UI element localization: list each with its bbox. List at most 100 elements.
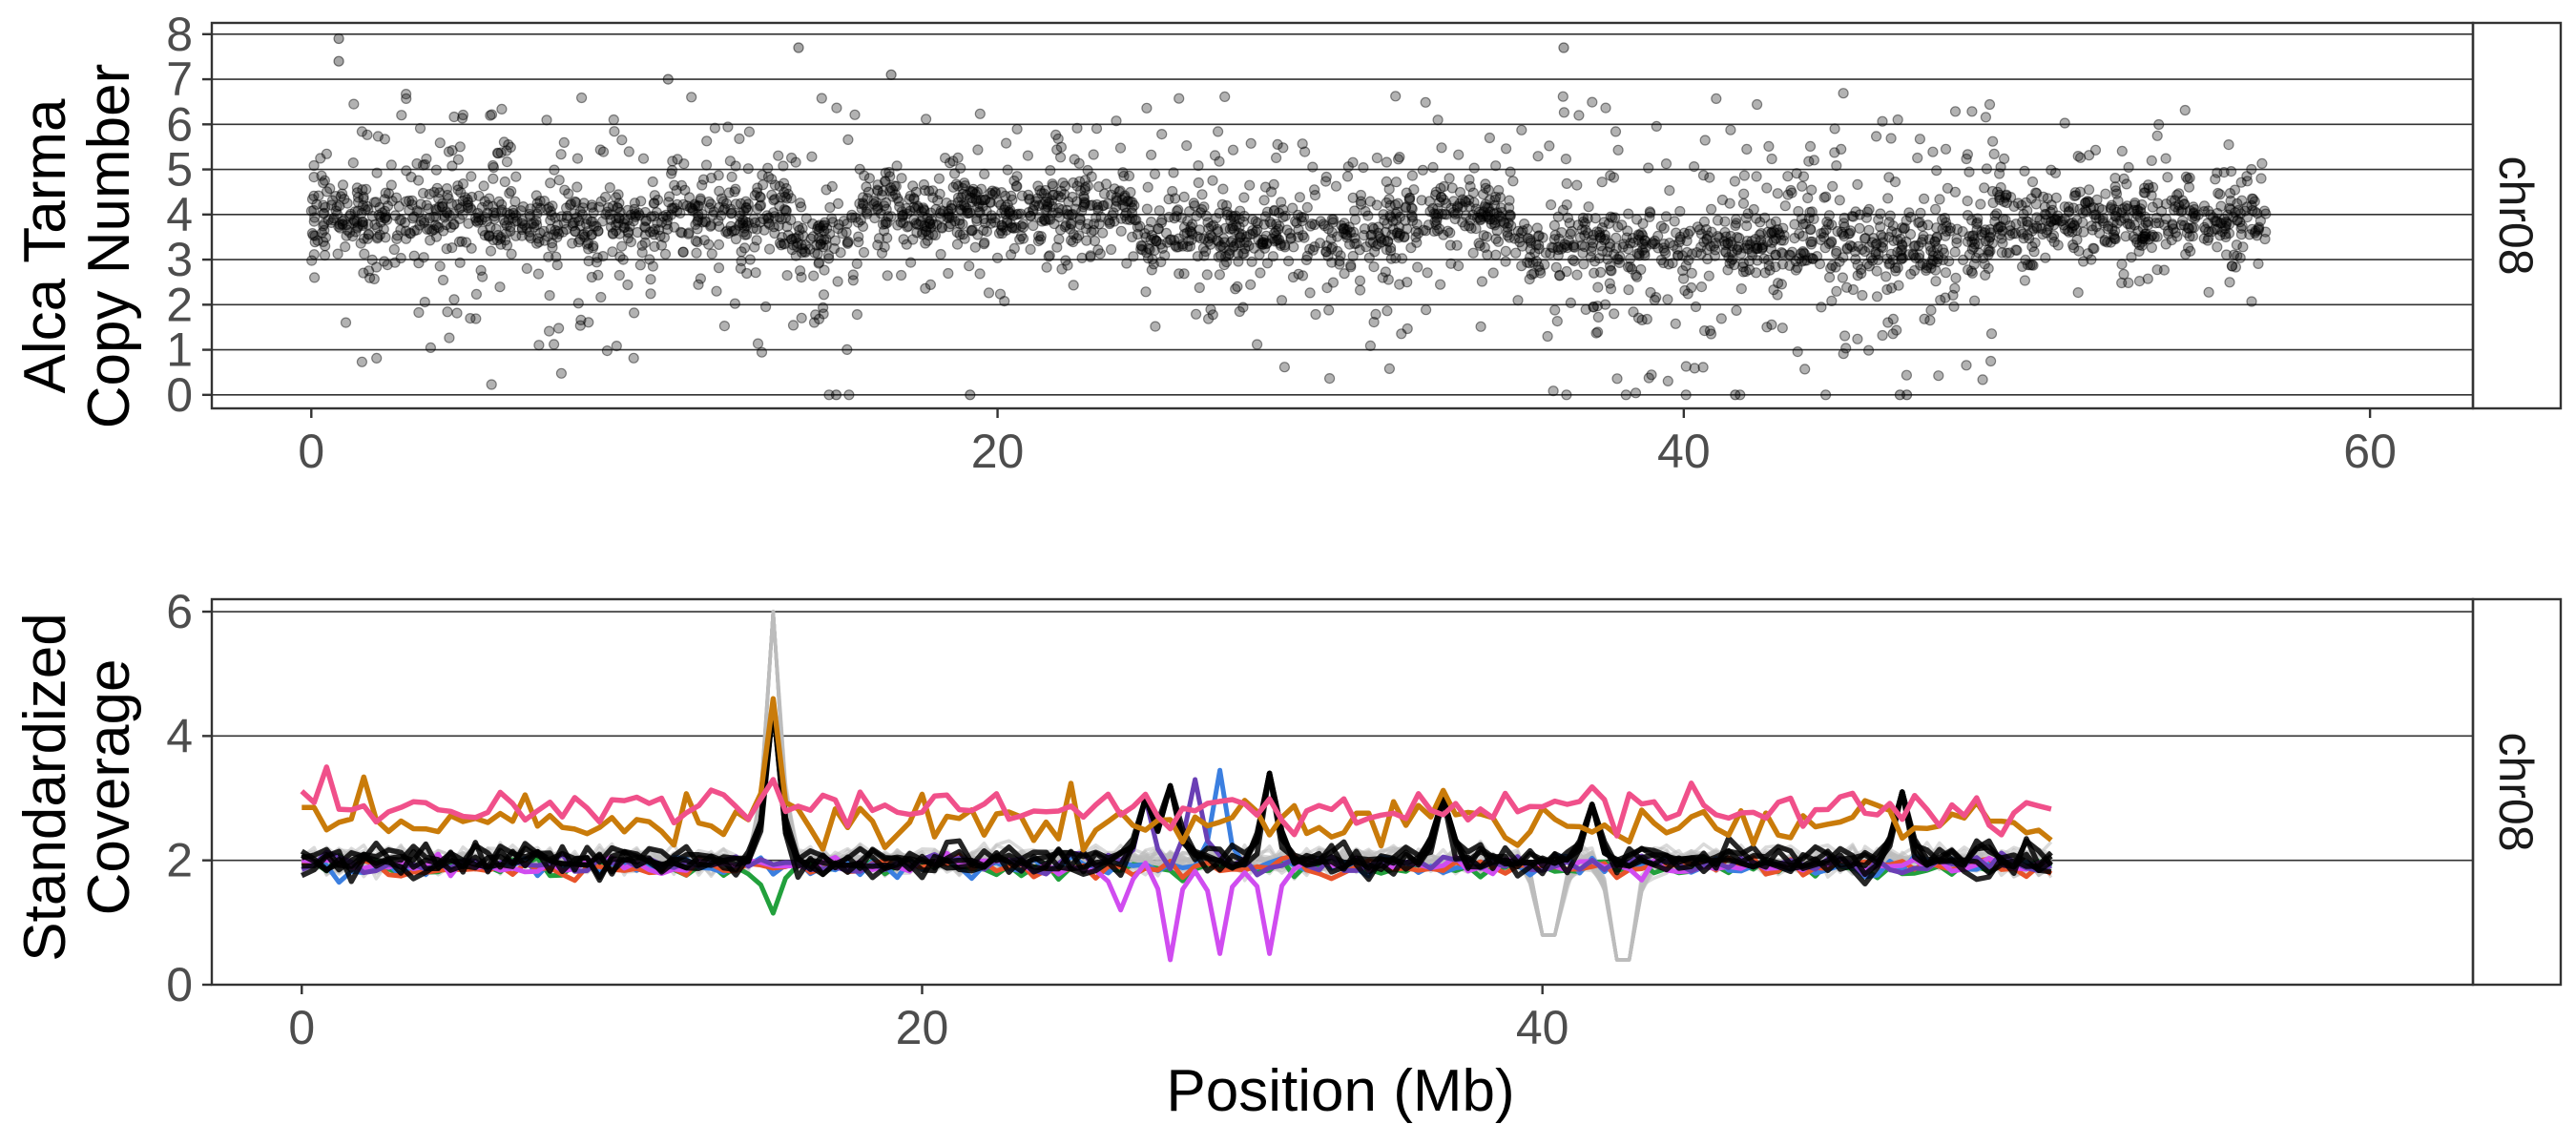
copy-number-point bbox=[1590, 327, 1602, 339]
copy-number-point bbox=[1660, 211, 1672, 222]
copy-number-point bbox=[1002, 164, 1013, 176]
copy-number-point bbox=[319, 219, 330, 230]
coverage-series-line bbox=[301, 610, 2052, 962]
copy-number-point bbox=[1891, 324, 1902, 336]
copy-number-point bbox=[1379, 215, 1390, 226]
copy-number-point bbox=[901, 208, 913, 219]
copy-number-point bbox=[1068, 237, 1079, 248]
copy-number-point bbox=[927, 229, 939, 240]
copy-number-point bbox=[1706, 226, 1717, 238]
copy-number-point bbox=[1636, 244, 1649, 256]
copy-number-point bbox=[405, 227, 416, 239]
copy-number-point bbox=[962, 208, 973, 219]
copy-number-point bbox=[1183, 235, 1195, 247]
copy-number-point bbox=[1882, 193, 1894, 204]
copy-number-point bbox=[978, 239, 990, 250]
copy-number-point bbox=[1011, 123, 1023, 135]
copy-number-point bbox=[306, 228, 318, 239]
copy-number-point bbox=[503, 214, 514, 225]
copy-number-point bbox=[1966, 267, 1978, 279]
copy-number-point bbox=[1770, 233, 1782, 244]
copy-number-point bbox=[1643, 372, 1654, 384]
copy-number-point bbox=[510, 171, 522, 182]
copy-number-point bbox=[1281, 224, 1293, 236]
copy-number-point bbox=[1640, 241, 1652, 253]
copy-number-point bbox=[657, 211, 669, 222]
copy-number-point bbox=[730, 233, 742, 245]
copy-number-point bbox=[919, 220, 930, 232]
copy-number-point bbox=[1111, 195, 1122, 206]
coverage-series-line bbox=[301, 610, 2052, 962]
copy-number-point bbox=[2231, 239, 2242, 251]
copy-number-point bbox=[421, 153, 432, 165]
copy-number-point bbox=[785, 234, 798, 245]
copy-number-point bbox=[557, 226, 569, 238]
copy-number-point bbox=[609, 126, 620, 137]
copy-number-point bbox=[2221, 249, 2233, 260]
copy-number-point bbox=[1604, 278, 1615, 289]
copy-number-point bbox=[1995, 161, 2006, 173]
copy-number-point bbox=[1400, 215, 1411, 226]
copy-number-point bbox=[1912, 152, 1923, 164]
copy-number-point bbox=[1432, 208, 1444, 219]
copy-number-point bbox=[847, 275, 859, 286]
copy-number-point bbox=[1354, 244, 1365, 256]
copy-number-point bbox=[1925, 304, 1937, 316]
copy-number-point bbox=[2224, 277, 2235, 288]
copy-number-point bbox=[415, 215, 426, 227]
copy-number-point bbox=[1949, 246, 1961, 258]
copy-number-point bbox=[944, 157, 956, 169]
copy-number-point bbox=[796, 201, 807, 213]
copy-number-point bbox=[1644, 211, 1655, 222]
copy-number-point bbox=[1011, 180, 1023, 192]
copy-number-point bbox=[1797, 180, 1808, 192]
copy-number-point bbox=[325, 217, 337, 228]
coverage-series-line bbox=[301, 610, 2052, 962]
copy-number-point bbox=[871, 184, 883, 196]
copy-number-point bbox=[2146, 155, 2157, 166]
copy-number-point bbox=[1248, 242, 1260, 254]
copy-number-point bbox=[830, 389, 842, 401]
copy-number-point bbox=[1155, 217, 1168, 228]
copy-number-point bbox=[558, 136, 570, 148]
copy-number-point bbox=[1035, 231, 1047, 242]
copy-number-point bbox=[669, 179, 680, 191]
copy-number-point bbox=[2116, 207, 2128, 219]
copy-number-point bbox=[1962, 236, 1973, 247]
copy-number-point bbox=[431, 182, 443, 194]
copy-number-point bbox=[1984, 232, 1995, 243]
copy-number-point bbox=[455, 187, 467, 198]
copy-number-point bbox=[2012, 198, 2025, 209]
copy-number-point bbox=[1420, 96, 1431, 108]
copy-number-point bbox=[1444, 239, 1457, 251]
copy-number-point bbox=[1057, 177, 1069, 189]
copy-number-point bbox=[1432, 203, 1444, 215]
copy-number-point bbox=[2055, 216, 2067, 227]
copy-number-point bbox=[1381, 156, 1393, 168]
copy-number-point bbox=[2118, 268, 2129, 280]
copy-number-point bbox=[368, 197, 381, 208]
copy-number-point bbox=[1531, 222, 1543, 234]
copy-number-point bbox=[1751, 171, 1762, 182]
copy-number-point bbox=[716, 193, 728, 204]
copy-number-point bbox=[763, 219, 776, 230]
copy-number-point bbox=[1930, 276, 1942, 287]
copy-number-point bbox=[2252, 230, 2263, 241]
copy-number-point bbox=[1023, 189, 1034, 200]
copy-number-point bbox=[885, 211, 897, 222]
copy-number-point bbox=[818, 289, 830, 301]
copy-number-point bbox=[383, 188, 395, 199]
copy-number-point bbox=[926, 185, 939, 197]
copy-number-point bbox=[1257, 239, 1269, 250]
copy-number-point bbox=[583, 317, 594, 328]
copy-number-point bbox=[569, 208, 580, 219]
copy-number-point bbox=[1088, 224, 1099, 237]
copy-number-point bbox=[1126, 213, 1138, 224]
copy-number-point bbox=[734, 219, 745, 231]
copy-number-point bbox=[2106, 199, 2117, 211]
copy-number-point bbox=[1079, 198, 1091, 209]
copy-number-point bbox=[2170, 227, 2181, 239]
copy-number-point bbox=[1901, 215, 1912, 226]
copy-number-point bbox=[616, 240, 628, 252]
copy-number-point bbox=[1901, 369, 1913, 381]
